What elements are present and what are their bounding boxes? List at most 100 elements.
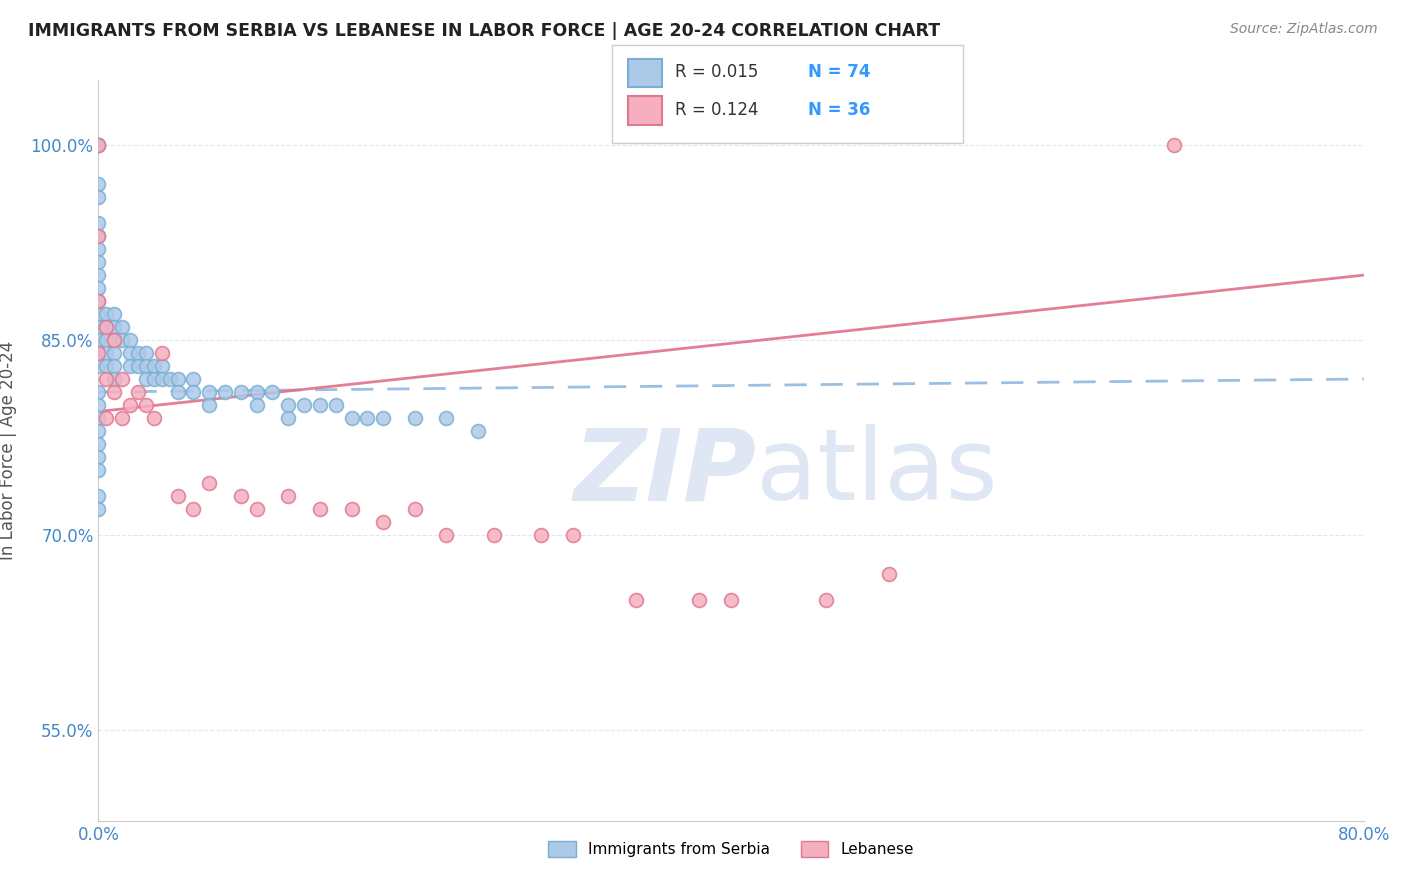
- Point: [87, 424, 110, 438]
- Text: ZIP: ZIP: [574, 425, 756, 521]
- Point: [87, 398, 110, 412]
- Point: [87, 242, 110, 256]
- Point: [246, 398, 269, 412]
- Point: [103, 333, 125, 347]
- Point: [103, 333, 125, 347]
- Point: [87, 138, 110, 153]
- Point: [87, 190, 110, 204]
- Point: [103, 384, 125, 399]
- Point: [96, 320, 118, 334]
- Point: [277, 489, 299, 503]
- Point: [1163, 138, 1185, 153]
- Text: R = 0.015: R = 0.015: [675, 63, 758, 81]
- Point: [198, 475, 221, 490]
- Point: [150, 372, 173, 386]
- Point: [96, 333, 118, 347]
- Point: [127, 346, 149, 360]
- Legend: Immigrants from Serbia, Lebanese: Immigrants from Serbia, Lebanese: [541, 833, 921, 865]
- Text: N = 74: N = 74: [808, 63, 870, 81]
- Point: [87, 502, 110, 516]
- Point: [87, 294, 110, 309]
- Point: [404, 502, 426, 516]
- Point: [814, 592, 837, 607]
- Point: [127, 384, 149, 399]
- Point: [246, 502, 269, 516]
- Point: [309, 398, 332, 412]
- Point: [111, 372, 134, 386]
- Point: [111, 320, 134, 334]
- Point: [159, 372, 181, 386]
- Point: [229, 489, 252, 503]
- Point: [229, 384, 252, 399]
- Point: [135, 372, 157, 386]
- Point: [87, 138, 110, 153]
- Point: [877, 566, 900, 581]
- Point: [87, 255, 110, 269]
- Point: [166, 489, 188, 503]
- Point: [120, 333, 141, 347]
- Point: [87, 359, 110, 373]
- Point: [87, 138, 110, 153]
- Point: [561, 528, 585, 542]
- Point: [482, 528, 505, 542]
- Point: [96, 346, 118, 360]
- Point: [87, 346, 110, 360]
- Point: [436, 411, 458, 425]
- Point: [87, 229, 110, 244]
- Point: [467, 424, 489, 438]
- Point: [87, 229, 110, 244]
- Point: [103, 346, 125, 360]
- Text: IMMIGRANTS FROM SERBIA VS LEBANESE IN LABOR FORCE | AGE 20-24 CORRELATION CHART: IMMIGRANTS FROM SERBIA VS LEBANESE IN LA…: [28, 22, 941, 40]
- Point: [142, 411, 165, 425]
- Point: [309, 502, 332, 516]
- Point: [198, 384, 221, 399]
- Point: [356, 411, 378, 425]
- Point: [103, 307, 125, 321]
- Point: [624, 592, 647, 607]
- Point: [214, 384, 236, 399]
- Point: [262, 384, 284, 399]
- Point: [103, 359, 125, 373]
- Point: [87, 307, 110, 321]
- Point: [404, 411, 426, 425]
- Point: [87, 177, 110, 191]
- Point: [87, 450, 110, 464]
- Point: [183, 502, 205, 516]
- Point: [87, 216, 110, 230]
- Point: [530, 528, 553, 542]
- Point: [688, 592, 710, 607]
- Point: [325, 398, 347, 412]
- Point: [111, 333, 134, 347]
- Point: [166, 372, 188, 386]
- Point: [87, 437, 110, 451]
- Point: [87, 333, 110, 347]
- Point: [277, 398, 299, 412]
- Point: [150, 359, 173, 373]
- Point: [96, 359, 118, 373]
- Point: [87, 268, 110, 282]
- Point: [87, 463, 110, 477]
- Point: [87, 138, 110, 153]
- Point: [166, 384, 188, 399]
- Point: [340, 411, 363, 425]
- Point: [96, 320, 118, 334]
- Point: [135, 359, 157, 373]
- Point: [246, 384, 269, 399]
- Point: [436, 528, 458, 542]
- Point: [87, 411, 110, 425]
- Point: [96, 307, 118, 321]
- Point: [87, 384, 110, 399]
- Point: [150, 346, 173, 360]
- Point: [371, 411, 394, 425]
- Point: [87, 346, 110, 360]
- Point: [120, 346, 141, 360]
- Point: [183, 372, 205, 386]
- Point: [135, 398, 157, 412]
- Point: [720, 592, 742, 607]
- Point: [87, 489, 110, 503]
- Point: [142, 372, 165, 386]
- Text: R = 0.124: R = 0.124: [675, 101, 758, 119]
- Point: [120, 398, 141, 412]
- Point: [340, 502, 363, 516]
- Point: [135, 346, 157, 360]
